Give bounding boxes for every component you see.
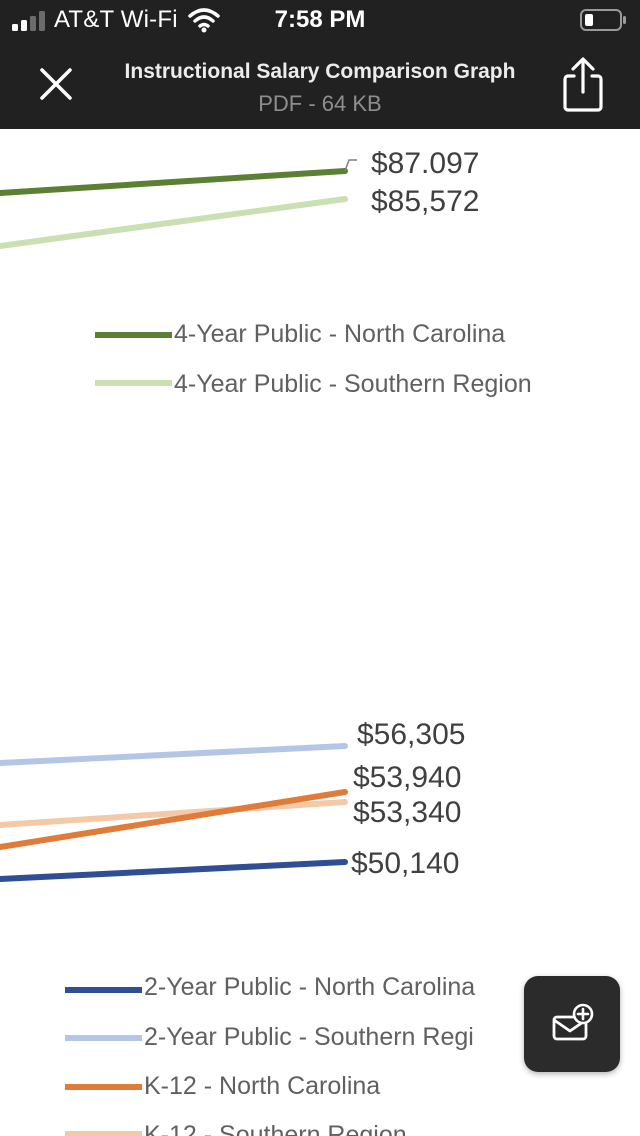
pdf-page-chart: $87.097 $85,572 $56,305 $53,940 $53,340 …: [0, 129, 640, 1136]
end-label-4yr-sr: $85,572: [371, 185, 479, 218]
label-leader-line: [344, 159, 357, 172]
series-line-4yr-nc: [0, 168, 348, 196]
legend-label-4yr-nc: 4-Year Public - North Carolina: [174, 320, 505, 348]
series-line-4yr-sr: [0, 196, 348, 249]
document-title: Instructional Salary Comparison Graph: [124, 60, 516, 83]
markup-mail-button[interactable]: [524, 976, 620, 1072]
legend-label-2yr-nc: 2-Year Public - North Carolina: [144, 973, 475, 1001]
series-line-2yr-nc: [0, 859, 348, 882]
share-icon[interactable]: [552, 52, 614, 116]
series-line-2yr-sr: [0, 743, 348, 766]
end-label-4yr-nc: $87.097: [371, 147, 479, 180]
clock: 7:58 PM: [274, 6, 366, 33]
status-bar: AT&T Wi-Fi 7:58 PM: [0, 0, 640, 40]
end-label-2yr-nc: $50,140: [351, 847, 459, 880]
carrier-label: AT&T Wi-Fi: [54, 6, 178, 33]
legend-label-4yr-sr: 4-Year Public - Southern Region: [174, 370, 532, 398]
legend-label-k12-sr: K-12 - Southern Region: [144, 1121, 407, 1136]
end-label-k12-sr: $53,340: [353, 796, 461, 829]
wifi-icon: [188, 8, 220, 33]
legend-label-2yr-sr: 2-Year Public - Southern Regi: [144, 1023, 474, 1051]
salary-line-chart: $87.097 $85,572 $56,305 $53,940 $53,340 …: [0, 147, 532, 1136]
document-header: Instructional Salary Comparison Graph PD…: [0, 40, 640, 129]
legend-label-k12-nc: K-12 - North Carolina: [144, 1072, 380, 1100]
close-icon[interactable]: [26, 54, 86, 114]
battery-icon: [580, 9, 626, 31]
end-label-2yr-sr: $56,305: [357, 718, 465, 751]
series-line-k12-nc: [0, 789, 348, 850]
mail-add-icon: [552, 1003, 594, 1041]
signal-icon: [12, 11, 45, 31]
series-line-k12-sr: [0, 799, 348, 828]
end-label-k12-nc: $53,940: [353, 761, 461, 794]
document-subtitle: PDF - 64 KB: [258, 91, 382, 116]
